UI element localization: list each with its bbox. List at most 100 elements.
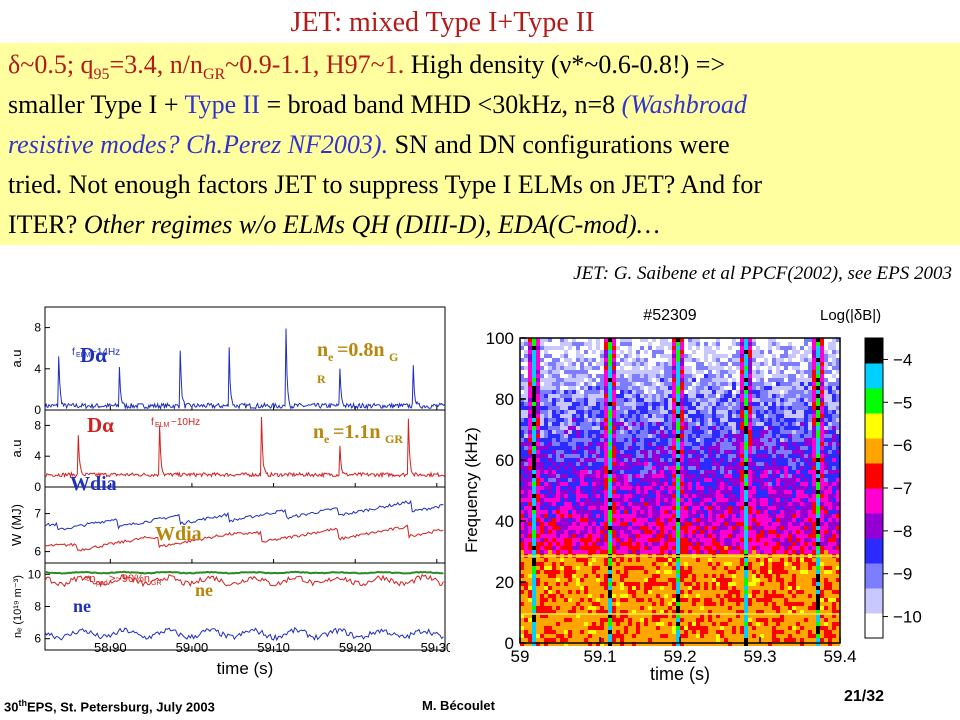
y-tick-label: 20 [495,573,514,592]
summary-text-segment: (Washbroad [621,90,747,119]
summary-line: resistive modes? Ch.Perez NF2003). SN an… [8,129,730,161]
ne-ratio-label-1: n [317,339,328,361]
colorbar-tick-label: −8 [893,522,912,541]
summary-text-segment: GR [202,66,226,84]
nped-annotation: <n [83,573,96,585]
wdia-label-blue: Wdia [70,473,117,495]
x-tick-label: 59.10 [257,640,290,655]
colorbar-segment [865,613,883,639]
x-tick-label: 59.00 [176,640,209,655]
y-tick-label: 4 [34,449,41,463]
colorbar-segment [865,438,883,464]
x-tick-label: 59.2 [663,647,696,666]
y-axis-label: a.u [9,349,24,367]
panel-frame [44,306,446,411]
summary-text-segment: ~0.9-1.1, H97~1. [225,50,411,79]
nped-value: >~90%n [109,573,150,585]
colorbar-tick-label: −7 [893,479,912,498]
footer-conference: 30thEPS, St. Petersburg, July 2003 [4,698,215,715]
y-tick-label: 8 [34,418,41,432]
ne-ratio-sub-2: e [324,432,330,446]
felm-annotation-1: f [72,347,75,358]
trace-ne [44,573,444,588]
y-tick-label: 80 [495,390,514,409]
colorbar-tick-label: −5 [893,393,912,412]
summary-text-segment: =3.4, n/n [109,50,203,79]
ne-ratio-value-1: =0.8n [337,339,385,361]
colorbar-segment [865,563,883,589]
x-tick-label: 59 [511,647,530,666]
panel-frame [44,562,446,651]
spectrogram-title: #52309 [643,307,696,324]
felm-sub-1: ELM [76,352,91,359]
ne-ratio-sub-1: e [328,350,334,364]
y-tick-label: 0 [505,634,514,653]
summary-text-segment: Other regimes w/o ELMs QH (DIII-D), EDA(… [83,210,660,239]
summary-text-segment: Type II [184,90,260,119]
y-tick-label: 6 [34,545,41,559]
y-axis-label: Frequency (kHz) [462,427,481,553]
summary-box: δ~0.5; q95=3.4, n/nGR~0.9-1.1, H97~1. Hi… [0,43,960,245]
spectrogram-figure: #52309 Log(|δB|) 0 20 40 60 80 100 59 59.1 59.2 59.… [462,307,922,684]
x-tick-label: 58.90 [94,640,127,655]
ne-ratio-subgr-1: G [389,350,398,364]
y-tick-label: 4 [34,362,41,376]
colorbar-segment [865,488,883,514]
y-tick-label: 6 [34,632,41,646]
summary-text-segment: tried. Not enough factors JET to suppres… [8,170,762,199]
y-tick-label: 40 [495,512,514,531]
summary-text-segment: = broad band MHD <30kHz, n=8 [259,90,622,119]
slide-title: JET: mixed Type I+Type II [290,7,595,38]
nped-sub: ped [96,580,108,587]
trace-wdia [44,524,444,552]
colorbar-tick-label: −9 [893,565,912,584]
y-tick-label: 0 [34,480,41,494]
summary-line: smaller Type I + Type II = broad band MH… [8,89,747,121]
colorbar-segment [865,588,883,614]
colorbar-segment [865,363,883,389]
summary-text-segment: SN and DN configurations were [388,130,730,159]
y-axis-label: nₑ (10¹⁹ m⁻³) [12,575,24,638]
colorbar-segment [865,513,883,539]
jet-pulses-figure: JET pulses 52009 and 52308, <δ>~0.5048a.… [9,306,450,678]
colorbar-tick-label: −10 [893,608,922,627]
felm-value-1: ~14Hz [91,347,120,358]
y-axis-label: a.u [9,439,24,457]
y-tick-label: 0 [34,403,41,417]
nped-sub-gr: GR [151,580,162,587]
ne-label-blue: ne [73,596,91,616]
summary-text-segment: High density (ν*~0.6-0.8!) => [410,50,726,79]
y-tick-label: 8 [34,600,41,614]
y-tick-label: 60 [495,451,514,470]
wdia-label-red: Wdia [155,523,202,545]
panel-frame [44,486,446,564]
x-tick-label: 59.3 [743,647,776,666]
y-tick-label: 7 [34,507,41,521]
ne-ratio-value-2: =1.1n [333,421,381,443]
citation: JET: G. Saibene et al PPCF(2002), see EP… [573,263,952,284]
summary-text-segment: δ~0.5; q [8,50,94,79]
colorbar-segment [865,338,883,364]
dalpha-label-blue: Dα [80,343,107,367]
ne-label-red: ne [195,580,213,600]
colorbar-tick-label: −4 [893,350,912,369]
colorbar-segment [865,463,883,489]
colorbar-label: Log(|δB|) [820,307,881,324]
trace-ne [44,626,444,642]
felm-value-2: ~10Hz [171,417,200,428]
summary-line: ITER? Other regimes w/o ELMs QH (DIII-D)… [8,209,660,241]
x-tick-label: 59.4 [823,647,856,666]
y-tick-label: 10 [28,567,42,581]
trace-d [44,416,445,479]
colorbar-segment [865,538,883,564]
summary-text-segment: resistive modes? Ch.Perez NF2003). [8,130,389,159]
y-tick-label: 100 [486,329,514,348]
ne-ratio-subgr-2: GR [385,432,403,446]
summary-text-segment: smaller Type I + [8,90,185,119]
summary-line: tried. Not enough factors JET to suppres… [8,169,762,201]
trace-nped [44,570,444,575]
footer-author: M. Bécoulet [422,698,495,713]
x-axis-label: time (s) [217,659,274,678]
x-tick-label: 59.1 [583,647,616,666]
y-tick-label: 8 [34,321,41,335]
